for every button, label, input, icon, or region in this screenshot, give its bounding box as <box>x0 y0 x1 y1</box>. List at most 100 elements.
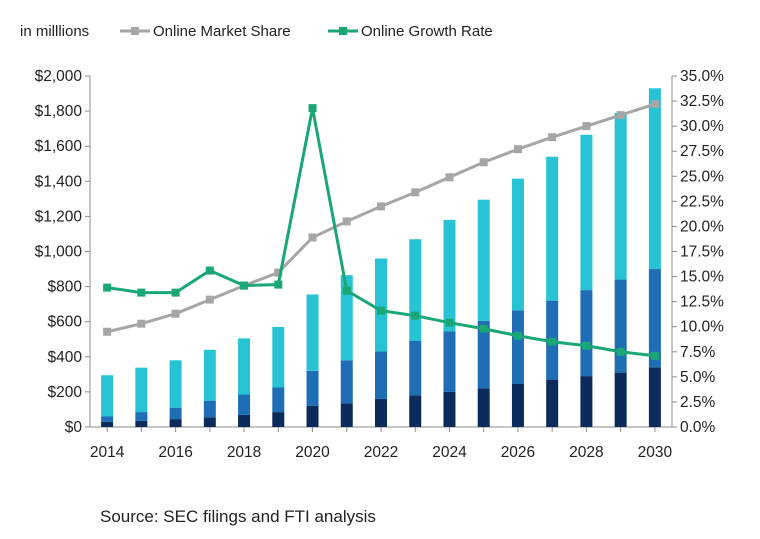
x-tick-label: 2016 <box>158 444 192 461</box>
series-point <box>411 311 420 320</box>
series-point <box>548 337 557 346</box>
y-left-tick-label: $0 <box>65 419 83 436</box>
bar-segment <box>203 400 216 418</box>
bar-segment <box>340 360 353 404</box>
bar-segment <box>477 320 490 389</box>
bar-segment <box>135 367 148 413</box>
y-right-tick-label: 2.5% <box>680 394 716 411</box>
bar-segment <box>238 338 251 395</box>
y-right-tick-label: 17.5% <box>680 244 724 261</box>
bar-segment <box>272 387 285 413</box>
series-point <box>171 309 180 318</box>
x-tick-label: 2026 <box>501 444 535 461</box>
bar-segment <box>614 112 627 280</box>
y-right-tick-label: 10.0% <box>680 319 724 336</box>
series-point <box>445 173 454 182</box>
series-point <box>513 145 522 154</box>
series-point <box>445 318 454 327</box>
series-point <box>650 100 659 109</box>
x-tick-label: 2018 <box>227 444 261 461</box>
series-point <box>205 295 214 304</box>
y-right-tick-label: 7.5% <box>680 344 716 361</box>
y-left-tick-label: $1,400 <box>35 173 83 190</box>
y-right-tick-label: 0.0% <box>680 419 716 436</box>
bar-segment <box>580 376 593 427</box>
y-right-tick-label: 27.5% <box>680 143 724 160</box>
bar-segment <box>101 375 114 417</box>
bar-segment <box>340 275 353 361</box>
legend-marker-market-share <box>131 27 139 35</box>
bar-segment <box>648 367 661 427</box>
x-tick-label: 2020 <box>295 444 330 461</box>
axes: $0 $200 $400 $600 $800 $1,000 $1,200 $1,400 $1,6… <box>35 68 725 461</box>
y-left-tick-label: $1,200 <box>35 208 83 225</box>
unit-note: in milllions <box>20 23 89 40</box>
series-point <box>377 202 385 211</box>
series-point <box>103 283 112 292</box>
y-right-tick-label: 15.0% <box>680 269 724 286</box>
legend-label-growth-rate: Online Growth Rate <box>361 23 493 40</box>
bar-segment <box>169 407 182 420</box>
y-right-tick-label: 20.0% <box>680 218 724 235</box>
x-tick-label: 2014 <box>90 444 125 461</box>
bar-segment <box>169 360 182 408</box>
bar-segment <box>648 88 661 270</box>
y-left-tick-label: $400 <box>48 349 83 366</box>
series-point <box>411 188 420 197</box>
series-point <box>479 324 488 333</box>
bar-segment <box>306 294 319 371</box>
y-left-tick-label: $1,800 <box>35 103 83 120</box>
series-point <box>342 286 351 295</box>
series-point <box>137 319 146 328</box>
y-left-tick-label: $800 <box>48 279 83 296</box>
x-tick-label: 2028 <box>569 444 603 461</box>
legend-marker-growth-rate <box>339 27 347 35</box>
series-point <box>479 158 488 167</box>
series-point <box>377 306 385 315</box>
bar-segment <box>375 351 387 399</box>
bar-segment <box>409 395 422 427</box>
y-left-tick-label: $600 <box>48 314 83 331</box>
bar-segment <box>443 219 456 332</box>
x-tick-label: 2022 <box>364 444 398 461</box>
series-point <box>342 217 351 226</box>
bar-segment <box>340 403 353 427</box>
legend-item-market-share: Online Market Share <box>120 23 291 40</box>
y-left-tick-label: $1,600 <box>35 138 83 155</box>
legend-item-growth-rate: Online Growth Rate <box>328 23 493 40</box>
series-point <box>274 280 283 289</box>
legend: in milllions Online Market Share Online … <box>20 23 493 40</box>
bar-segment <box>409 341 422 396</box>
series-point <box>308 104 317 113</box>
bar-segment <box>409 239 422 342</box>
bar-segment <box>238 394 251 415</box>
bar-segment <box>135 412 148 421</box>
bar-segment <box>203 349 216 401</box>
y-right-tick-label: 12.5% <box>680 294 724 311</box>
series-point <box>171 288 180 297</box>
bar-segment <box>101 416 114 422</box>
series-point <box>616 111 625 120</box>
series-point <box>103 327 112 336</box>
y-right-tick-label: 25.0% <box>680 168 724 185</box>
bar-segment <box>580 290 593 377</box>
bar-segment <box>511 310 524 385</box>
x-tick-label: 2030 <box>638 444 673 461</box>
series-point <box>137 288 146 297</box>
bars <box>101 88 661 427</box>
series-point <box>582 341 591 350</box>
bar-segment <box>169 419 182 427</box>
series-point <box>616 347 625 356</box>
bar-segment <box>238 414 251 427</box>
bar-segment <box>443 331 456 392</box>
bar-segment <box>580 134 593 291</box>
lines <box>103 100 659 360</box>
bar-segment <box>614 372 627 427</box>
series-point <box>308 233 317 242</box>
y-right-tick-label: 32.5% <box>680 93 724 110</box>
y-right-tick-label: 5.0% <box>680 369 716 386</box>
bar-segment <box>511 178 524 311</box>
bar-segment <box>477 388 490 427</box>
series-point <box>650 351 659 360</box>
y-right-tick-label: 30.0% <box>680 118 724 135</box>
